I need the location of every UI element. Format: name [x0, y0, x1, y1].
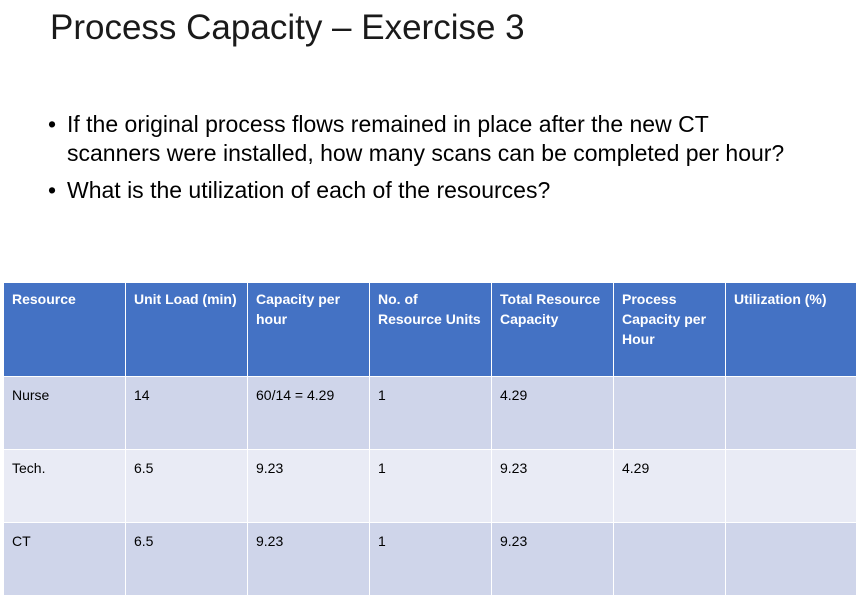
cell-unit-load: 6.5	[125, 522, 248, 596]
header-process-capacity: Process Capacity per Hour	[613, 282, 726, 377]
cell-unit-load: 6.5	[125, 449, 248, 523]
cell-process-capacity: 4.29	[613, 449, 726, 523]
bullet-text: If the original process flows remained i…	[67, 111, 785, 166]
cell-utilization	[725, 522, 857, 596]
cell-capacity-per-hour: 60/14 = 4.29	[247, 376, 370, 450]
cell-process-capacity	[613, 522, 726, 596]
table-row: CT 6.5 9.23 1 9.23	[3, 522, 857, 596]
header-resource-units: No. of Resource Units	[369, 282, 492, 377]
header-utilization: Utilization (%)	[725, 282, 857, 377]
bullet-list: • If the original process flows remained…	[48, 110, 808, 213]
slide-title: Process Capacity – Exercise 3	[50, 8, 525, 47]
bullet-text: What is the utilization of each of the r…	[67, 177, 551, 203]
cell-capacity-per-hour: 9.23	[247, 449, 370, 523]
cell-unit-load: 14	[125, 376, 248, 450]
table-header-row: Resource Unit Load (min) Capacity per ho…	[3, 282, 857, 377]
bullet-item: • If the original process flows remained…	[48, 110, 808, 168]
header-unit-load: Unit Load (min)	[125, 282, 248, 377]
header-total-resource-capacity: Total Resource Capacity	[491, 282, 614, 377]
table-row: Nurse 14 60/14 = 4.29 1 4.29	[3, 376, 857, 450]
bullet-dot-icon: •	[48, 111, 57, 137]
cell-resource-units: 1	[369, 522, 492, 596]
capacity-table: Resource Unit Load (min) Capacity per ho…	[3, 282, 857, 596]
cell-utilization	[725, 449, 857, 523]
cell-total-resource-capacity: 4.29	[491, 376, 614, 450]
cell-resource-units: 1	[369, 449, 492, 523]
cell-resource: Tech.	[3, 449, 126, 523]
header-resource: Resource	[3, 282, 126, 377]
bullet-item: • What is the utilization of each of the…	[48, 176, 808, 205]
table-row: Tech. 6.5 9.23 1 9.23 4.29	[3, 449, 857, 523]
cell-total-resource-capacity: 9.23	[491, 449, 614, 523]
cell-capacity-per-hour: 9.23	[247, 522, 370, 596]
cell-total-resource-capacity: 9.23	[491, 522, 614, 596]
cell-resource: Nurse	[3, 376, 126, 450]
cell-utilization	[725, 376, 857, 450]
bullet-dot-icon: •	[48, 177, 57, 203]
cell-resource: CT	[3, 522, 126, 596]
cell-process-capacity	[613, 376, 726, 450]
header-capacity-per-hour: Capacity per hour	[247, 282, 370, 377]
cell-resource-units: 1	[369, 376, 492, 450]
